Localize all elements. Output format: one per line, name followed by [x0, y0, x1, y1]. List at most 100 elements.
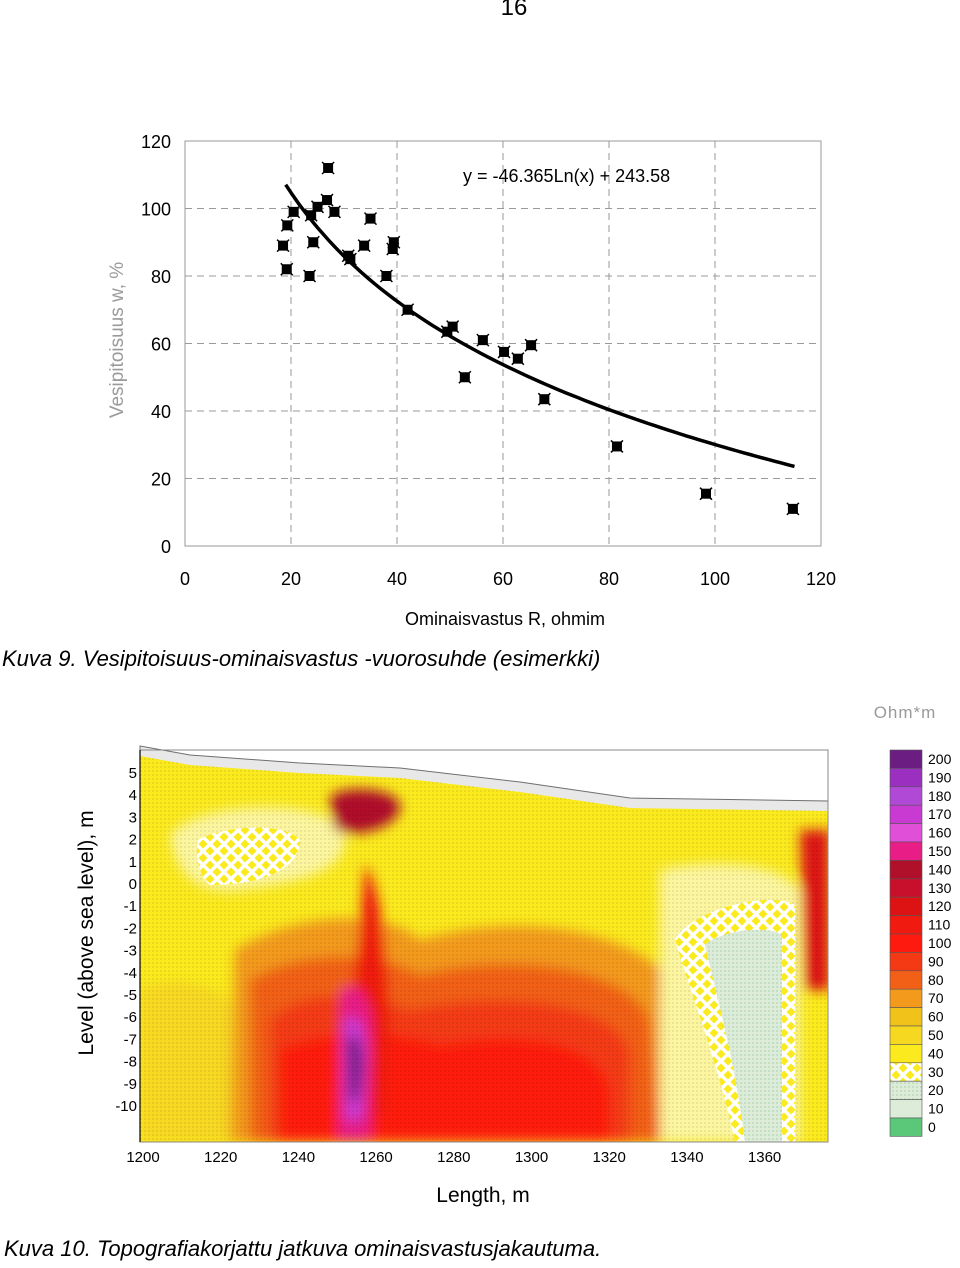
y-tick-label: 60	[151, 335, 171, 355]
figure-9-caption: Kuva 9. Vesipitoisuus-ominaisvastus -vuo…	[2, 646, 601, 671]
legend-level-label: 200	[928, 751, 952, 767]
length-tick-label: 1320	[593, 1149, 626, 1166]
legend-level-label: 160	[928, 825, 952, 841]
x-tick-label: 100	[700, 569, 730, 589]
level-tick-label: 3	[129, 809, 137, 826]
legend-level-label: 90	[928, 953, 944, 969]
data-point	[446, 320, 460, 334]
legend-level-label: 0	[928, 1119, 936, 1135]
level-tick-label: -3	[124, 943, 137, 960]
trendline-equation: y = -46.365Ln(x) + 243.58	[463, 166, 670, 186]
tick-labels: 0 20 40 60 80 100 120 0 20 40 60 80 100 120	[141, 132, 836, 589]
legend-entry: 180	[889, 786, 952, 806]
legend-entry: 90	[889, 952, 944, 972]
legend-entry: 140	[889, 860, 952, 880]
legend-level-label: 70	[928, 990, 944, 1006]
figure-10-caption: Kuva 10. Topografiakorjattu jatkuva omin…	[4, 1236, 602, 1261]
data-point	[357, 239, 371, 253]
y-tick-label: 120	[141, 132, 171, 152]
data-point	[476, 333, 490, 347]
x-tick-label: 20	[281, 569, 301, 589]
legend-level-label: 100	[928, 935, 952, 951]
level-tick-label: -10	[115, 1098, 137, 1115]
level-tick-label: 1	[129, 854, 137, 871]
level-tick-label: -2	[124, 920, 137, 937]
legend-level-label: 140	[928, 861, 952, 877]
data-point	[287, 205, 301, 219]
data-point	[327, 205, 341, 219]
y-axis-label: Vesipitoisuus w, %	[107, 262, 128, 418]
length-tick-label: 1240	[282, 1149, 315, 1166]
x-tick-label: 60	[493, 569, 513, 589]
legend-entry: 160	[889, 823, 952, 843]
data-point	[321, 161, 335, 175]
data-point	[401, 303, 415, 317]
legend-entry: 170	[889, 804, 952, 824]
legend-entry: 120	[889, 896, 952, 916]
legend-level-label: 130	[928, 880, 952, 896]
x-tick-label: 0	[180, 569, 190, 589]
level-tick-label: -5	[124, 987, 137, 1004]
level-tick-label: 0	[129, 876, 137, 893]
data-point	[276, 239, 290, 253]
y-axis-label: Level (above sea level), m	[75, 810, 98, 1055]
x-axis-label: Length, m	[436, 1184, 529, 1207]
data-point	[303, 269, 317, 283]
legend-level-label: 30	[928, 1064, 944, 1080]
length-tick-label: 1340	[670, 1149, 703, 1166]
legend-level-label: 150	[928, 843, 952, 859]
legend-level-label: 10	[928, 1101, 944, 1117]
legend-entry: 190	[889, 768, 952, 788]
data-point	[280, 262, 294, 276]
legend-level-label: 170	[928, 806, 952, 822]
data-point	[387, 235, 401, 249]
data-point	[537, 392, 551, 406]
legend-entry: 20	[889, 1080, 944, 1100]
legend-entry: 150	[889, 841, 952, 861]
data-point	[310, 200, 325, 214]
y-tick-label: 80	[151, 267, 171, 287]
x-tick-label: 80	[599, 569, 619, 589]
length-tick-label: 1300	[515, 1149, 548, 1166]
legend-entry: 50	[889, 1025, 944, 1045]
length-tick-label: 1260	[359, 1149, 392, 1166]
length-tick-labels: 1200 1220 1240 1260 1280 1300 1320 1340 1360	[126, 1149, 781, 1166]
legend-level-label: 110	[928, 917, 951, 933]
x-tick-label: 120	[806, 569, 836, 589]
level-tick-labels: 5 4 3 2 1 0 -1 -2 -3 -4 -5 -6 -7 -8 -9 -10	[115, 765, 137, 1115]
legend-entry: 200	[889, 749, 952, 769]
level-tick-label: -4	[124, 965, 137, 982]
y-tick-label: 0	[161, 537, 171, 557]
legend-entry: 0	[889, 1117, 936, 1137]
legend-level-label: 40	[928, 1045, 944, 1061]
level-tick-label: -7	[124, 1031, 137, 1048]
legend-level-label: 20	[928, 1082, 944, 1098]
unit-label: Ohm*m	[874, 703, 937, 722]
data-point	[458, 370, 472, 384]
legend-level-label: 180	[928, 788, 952, 804]
level-tick-label: 2	[129, 832, 137, 849]
y-tick-label: 20	[151, 470, 171, 490]
level-tick-label: -8	[124, 1054, 137, 1071]
length-tick-label: 1220	[204, 1149, 237, 1166]
data-point	[306, 235, 320, 249]
legend-level-label: 50	[928, 1027, 944, 1043]
data-point	[610, 439, 624, 453]
data-point	[511, 352, 525, 366]
legend-entry: 110	[889, 915, 951, 935]
x-tick-label: 40	[387, 569, 407, 589]
legend-level-label: 120	[928, 898, 952, 914]
legend-level-label: 80	[928, 972, 944, 988]
legend-entry: 30	[889, 1062, 944, 1082]
data-point	[524, 338, 538, 352]
data-point	[280, 218, 294, 232]
data-point	[363, 212, 378, 226]
level-tick-label: 4	[129, 787, 137, 804]
y-tick-label: 100	[141, 200, 171, 220]
scatter-chart: 0 20 40 60 80 100 120 0 20 40 60 80 100 120 Vesipitoi…	[107, 132, 836, 629]
color-legend: 2001901801701601501401301201101009080706…	[889, 749, 952, 1137]
legend-entry: 40	[889, 1044, 944, 1064]
level-tick-label: 5	[129, 765, 137, 782]
data-point	[343, 252, 357, 266]
